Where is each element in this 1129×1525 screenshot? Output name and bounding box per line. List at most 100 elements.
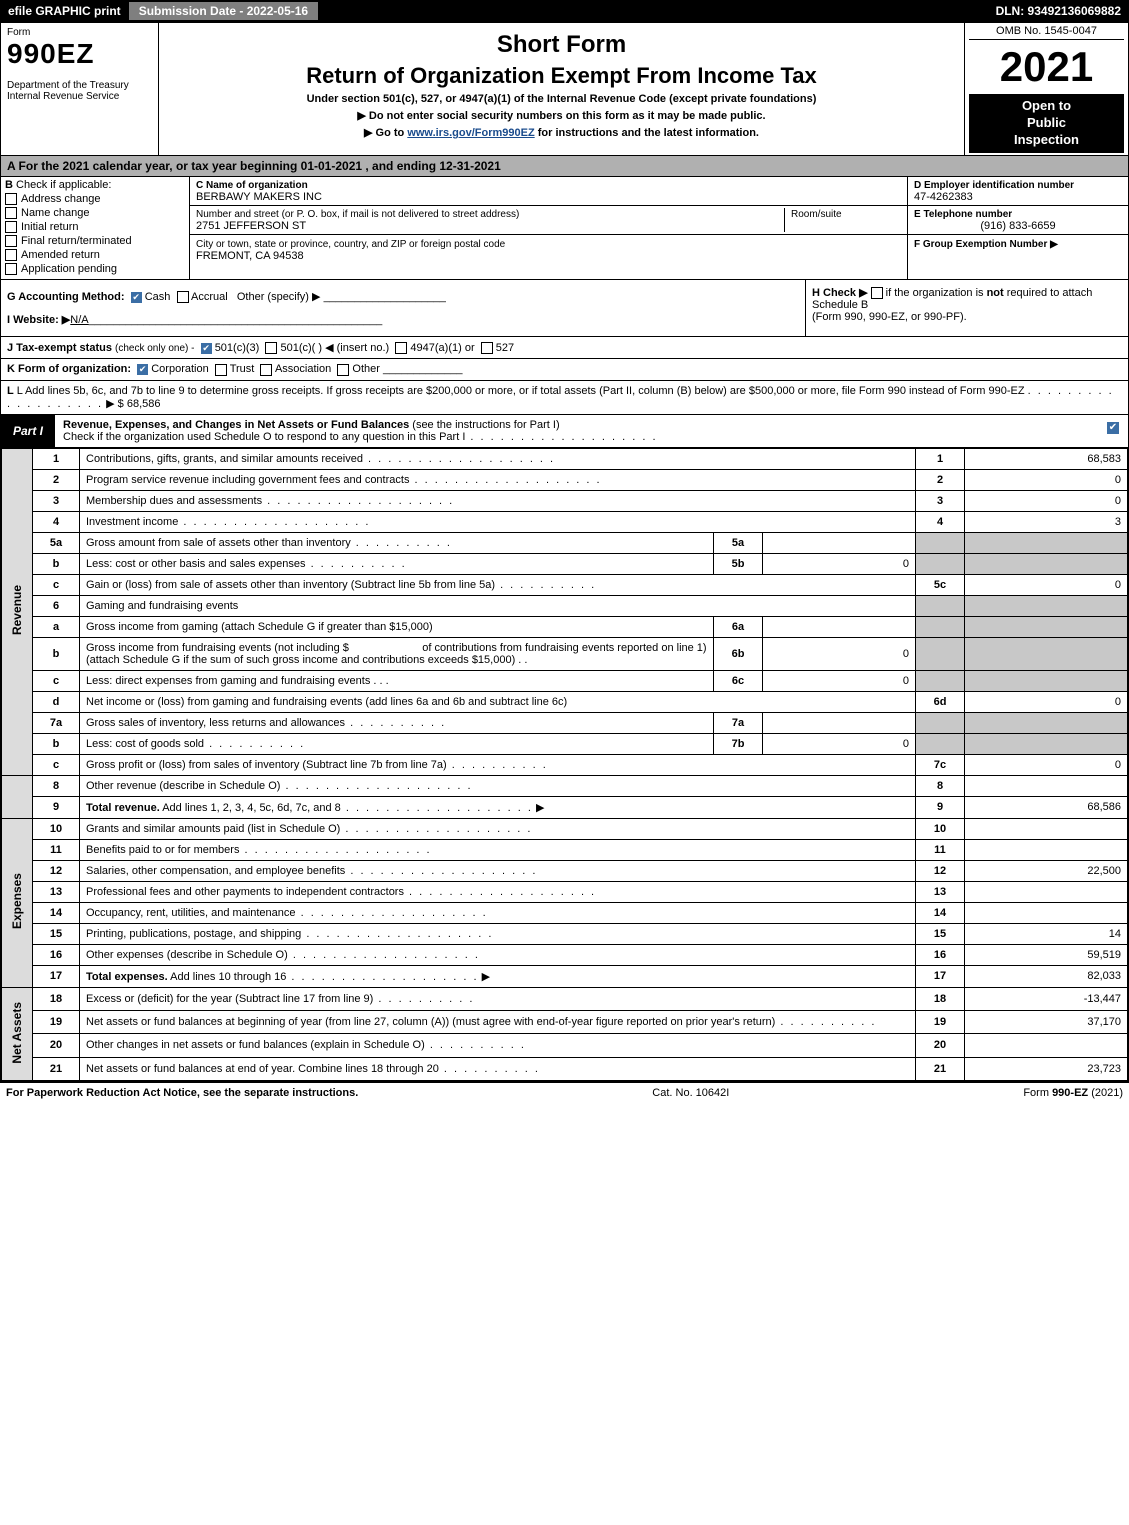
ln-5b-subval: 0 (763, 553, 916, 574)
ln-7b-idx-shade (916, 733, 965, 754)
ln-6-desc: Gaming and fundraising events (80, 595, 916, 616)
part1-header: Part I Revenue, Expenses, and Changes in… (1, 415, 1128, 448)
table-row: 5a Gross amount from sale of assets othe… (2, 532, 1128, 553)
chk-final[interactable]: Final return/terminated (5, 235, 185, 247)
chk-amended[interactable]: Amended return (5, 249, 185, 261)
footer-left: For Paperwork Reduction Act Notice, see … (6, 1087, 358, 1099)
table-row: c Less: direct expenses from gaming and … (2, 670, 1128, 691)
gh-wrap: G Accounting Method: ✔ Cash Accrual Othe… (1, 280, 1128, 337)
ln-4-val: 3 (965, 511, 1128, 532)
k-assoc-check[interactable] (260, 364, 272, 376)
row-a-tax-year: A For the 2021 calendar year, or tax yea… (1, 156, 1128, 177)
ln-18-idx: 18 (916, 987, 965, 1010)
part1-title: Revenue, Expenses, and Changes in Net As… (63, 419, 409, 431)
ln-7a-sub: 7a (714, 712, 763, 733)
k-label: K Form of organization: (7, 363, 131, 375)
ln-4-num: 4 (33, 511, 80, 532)
ln-5c-num: c (33, 574, 80, 595)
ln-15-desc: Printing, publications, postage, and shi… (80, 923, 916, 944)
goto-tail: for instructions and the latest informat… (535, 127, 759, 139)
ln-6a-num: a (33, 616, 80, 637)
g-cash-check[interactable]: ✔ (131, 292, 142, 303)
d-label: D Employer identification number (914, 180, 1074, 191)
table-row: 16 Other expenses (describe in Schedule … (2, 944, 1128, 965)
table-row: a Gross income from gaming (attach Sched… (2, 616, 1128, 637)
l-arrow: ▶ $ (106, 398, 124, 410)
ln-7a-subval (763, 712, 916, 733)
ln-11-val (965, 839, 1128, 860)
ln-13-num: 13 (33, 881, 80, 902)
table-row: b Gross income from fundraising events (… (2, 637, 1128, 670)
ln-3-idx: 3 (916, 490, 965, 511)
j-501c3-check[interactable]: ✔ (201, 343, 212, 354)
h-checkbox[interactable] (871, 287, 883, 299)
ln-6c-idx-shade (916, 670, 965, 691)
e-block: E Telephone number (916) 833-6659 (908, 206, 1128, 235)
vlabel-revenue: Revenue (2, 448, 33, 775)
ln-18-num: 18 (33, 987, 80, 1010)
g-accounting: G Accounting Method: ✔ Cash Accrual Othe… (1, 280, 805, 336)
j-501c3: 501(c)(3) (215, 342, 260, 354)
open-line3: Inspection (1014, 132, 1079, 147)
ln-6b-idx-shade (916, 637, 965, 670)
ln-5c-idx: 5c (916, 574, 965, 595)
chk-final-label: Final return/terminated (21, 235, 132, 247)
j-527: 527 (496, 342, 514, 354)
form-id-column: Form 990EZ Department of the Treasury In… (1, 23, 159, 155)
j-4947-check[interactable] (395, 342, 407, 354)
table-row: 9 Total revenue. Add lines 1, 2, 3, 4, 5… (2, 796, 1128, 818)
ln-14-desc: Occupancy, rent, utilities, and maintena… (80, 902, 916, 923)
chk-name[interactable]: Name change (5, 207, 185, 219)
ln-7c-num: c (33, 754, 80, 775)
ln-5c-desc: Gain or (loss) from sale of assets other… (80, 574, 916, 595)
l-value: 68,586 (127, 398, 161, 410)
ln-11-num: 11 (33, 839, 80, 860)
ln-6-idx-shade (916, 595, 965, 616)
i-website: I Website: ▶N/A_________________________… (7, 313, 799, 326)
l-row: L L Add lines 5b, 6c, and 7b to line 9 t… (1, 381, 1128, 415)
j-501c-check[interactable] (265, 342, 277, 354)
open-line2: Public (1027, 115, 1066, 130)
chk-initial[interactable]: Initial return (5, 221, 185, 233)
ln-21-num: 21 (33, 1057, 80, 1080)
chk-address[interactable]: Address change (5, 193, 185, 205)
chk-amended-label: Amended return (21, 249, 100, 261)
column-def: D Employer identification number 47-4262… (907, 177, 1128, 280)
j-527-check[interactable] (481, 342, 493, 354)
chk-pending[interactable]: Application pending (5, 263, 185, 275)
ln-20-num: 20 (33, 1034, 80, 1057)
ln-9-idx: 9 (916, 796, 965, 818)
k-corp-check[interactable]: ✔ (137, 364, 148, 375)
short-form-title: Short Form (167, 31, 956, 59)
chk-name-label: Name change (21, 207, 90, 219)
ln-6a-val-shade (965, 616, 1128, 637)
ln-6b-desc: Gross income from fundraising events (no… (80, 637, 714, 670)
ln-21-val: 23,723 (965, 1057, 1128, 1080)
ln-19-num: 19 (33, 1010, 80, 1033)
ln-5b-idx-shade (916, 553, 965, 574)
k-trust-check[interactable] (215, 364, 227, 376)
k-other-check[interactable] (337, 364, 349, 376)
title-center: Short Form Return of Organization Exempt… (159, 23, 964, 155)
c-label: C Name of organization (196, 180, 308, 191)
k-assoc: Association (275, 363, 331, 375)
ln-10-idx: 10 (916, 818, 965, 839)
efile-label[interactable]: efile GRAPHIC print (0, 2, 129, 20)
c-addr-block: Number and street (or P. O. box, if mail… (190, 206, 907, 235)
irs-link[interactable]: www.irs.gov/Form990EZ (407, 127, 534, 139)
phone: (916) 833-6659 (914, 220, 1122, 232)
ln-7a-num: 7a (33, 712, 80, 733)
k-other: Other (352, 363, 380, 375)
ln-19-val: 37,170 (965, 1010, 1128, 1033)
ln-14-num: 14 (33, 902, 80, 923)
ln-7b-num: b (33, 733, 80, 754)
part1-check[interactable]: ✔ (1098, 415, 1128, 447)
table-row: 17 Total expenses. Add lines 10 through … (2, 965, 1128, 987)
vlabel-expenses: Expenses (2, 818, 33, 987)
g-accrual-check[interactable] (177, 291, 189, 303)
omb-number: OMB No. 1545-0047 (969, 25, 1124, 40)
ln-11-idx: 11 (916, 839, 965, 860)
h-not: not (987, 287, 1004, 299)
footer-right: Form 990-EZ (2021) (1023, 1087, 1123, 1099)
table-row: 20 Other changes in net assets or fund b… (2, 1034, 1128, 1057)
